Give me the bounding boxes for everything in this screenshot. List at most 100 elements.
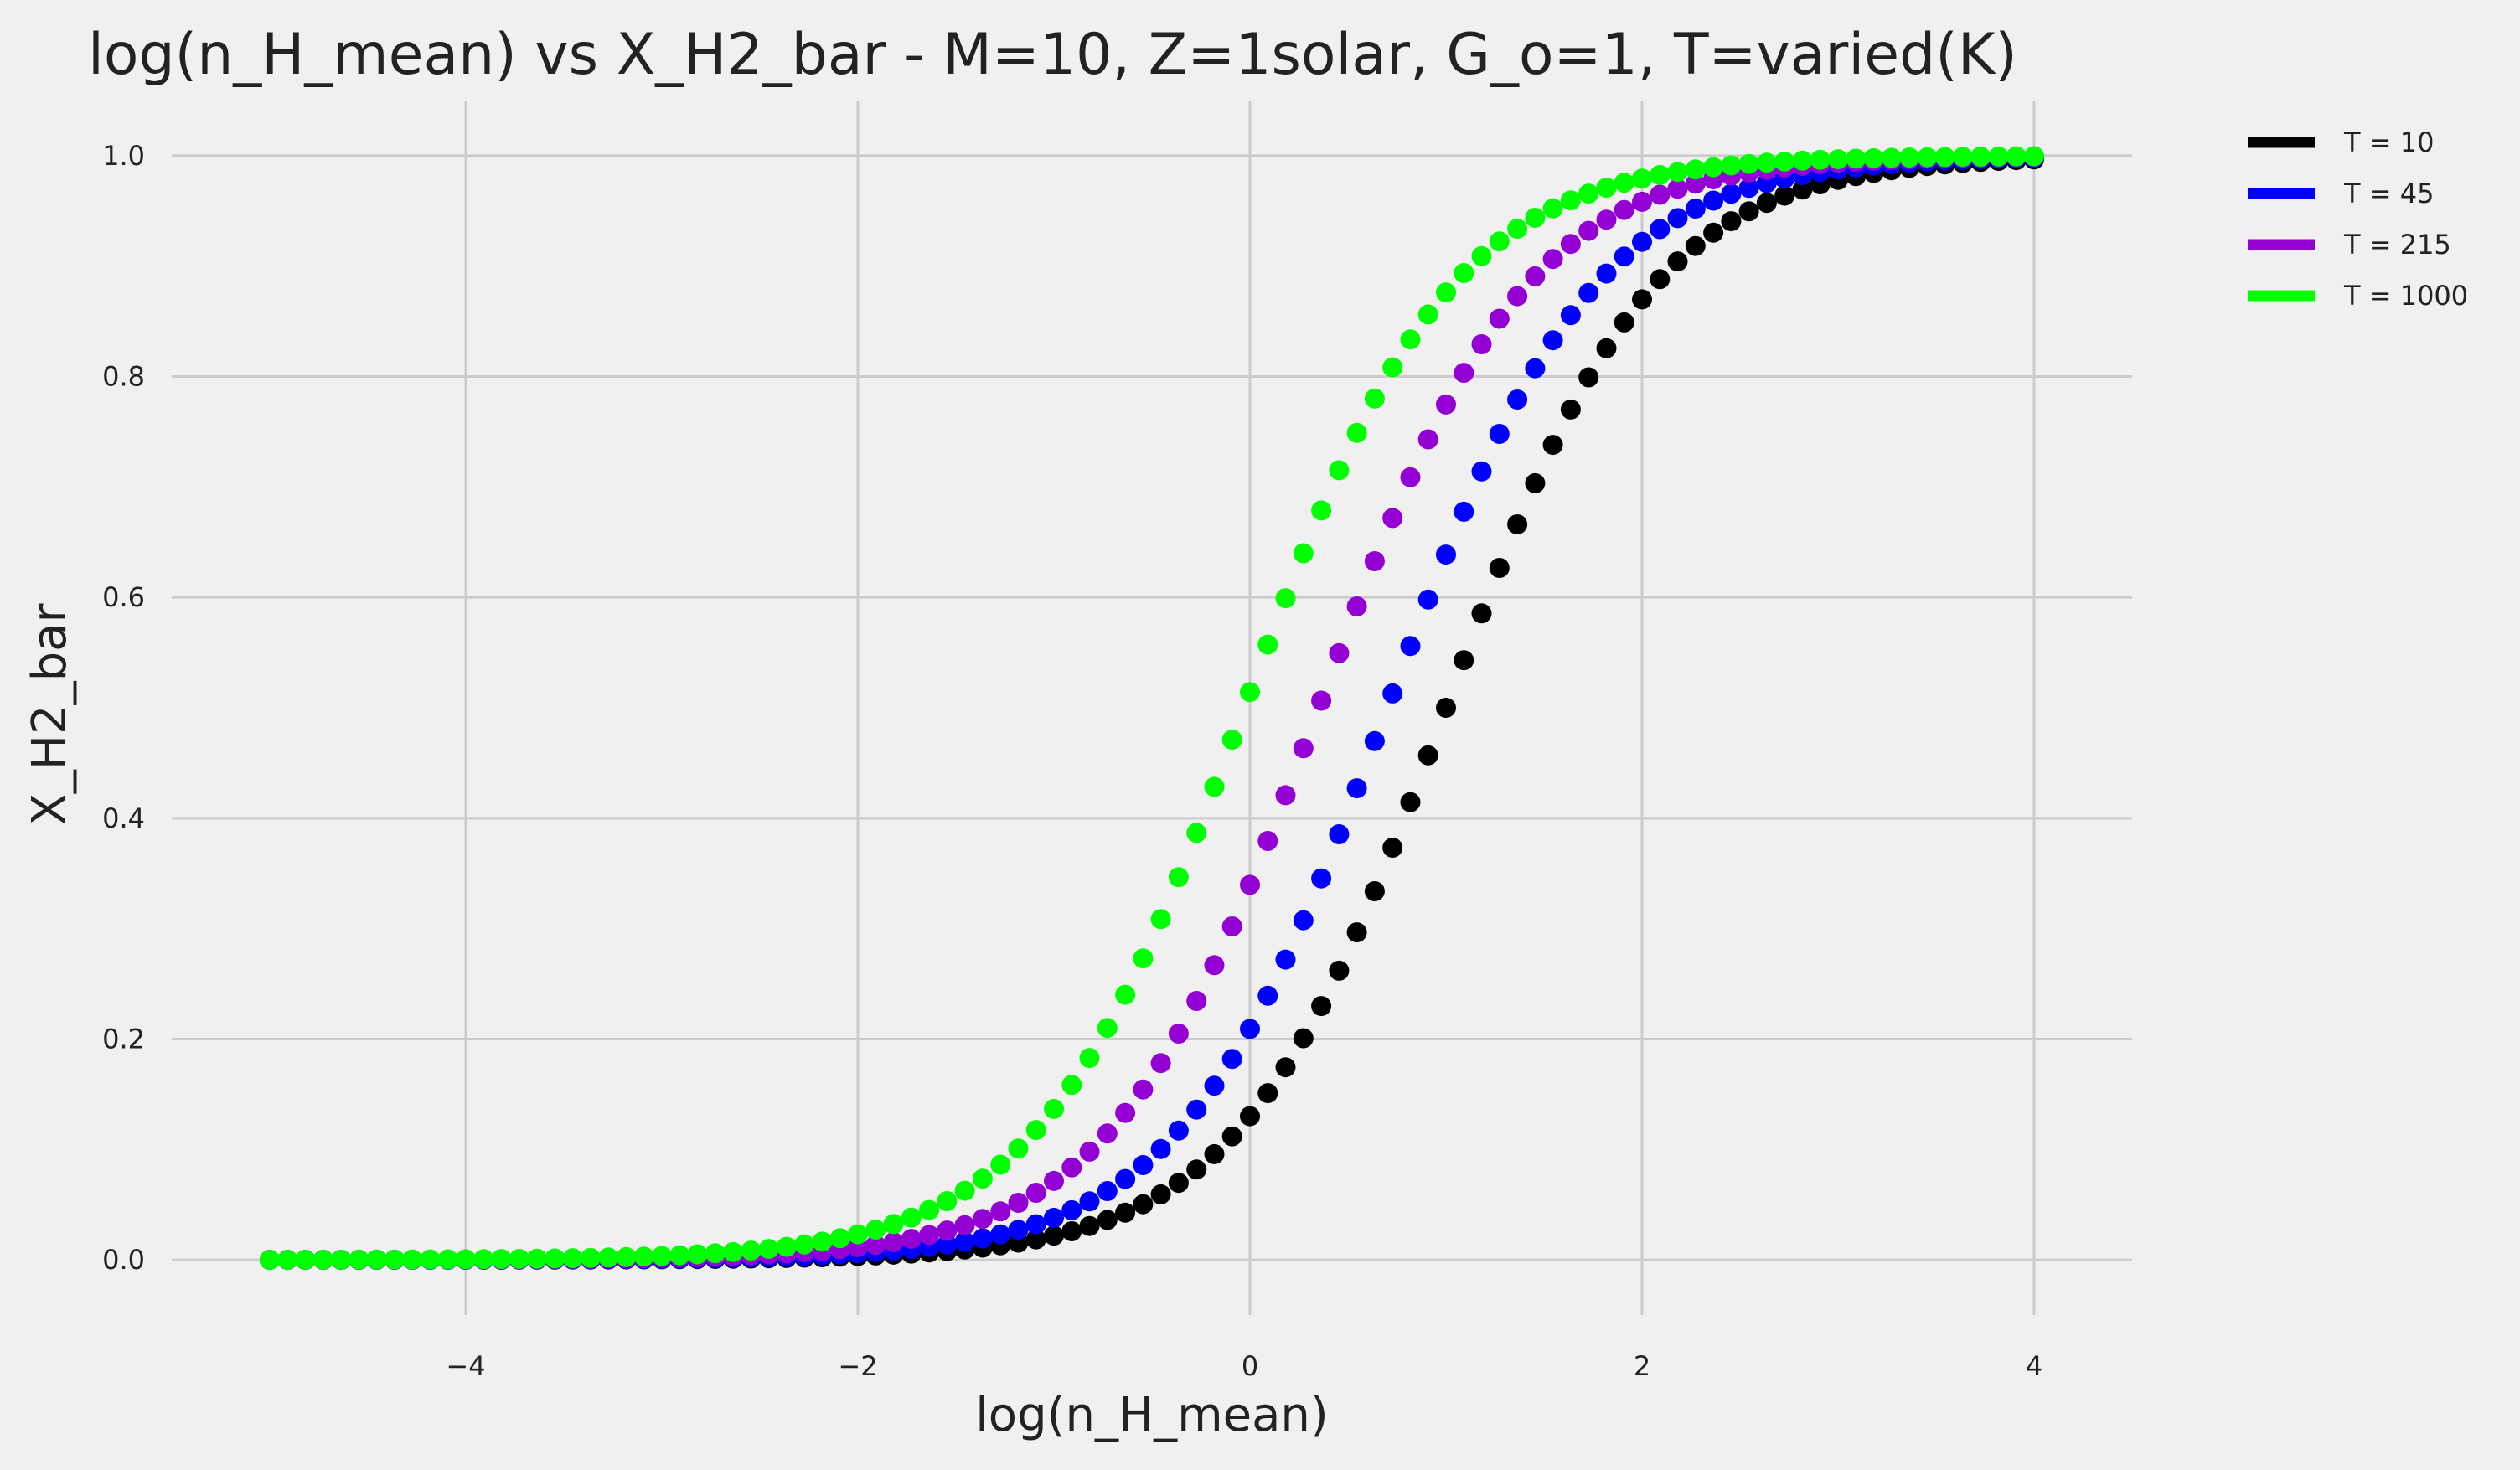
data-point — [1756, 152, 1777, 173]
tick-labels: −4 −2 0 2 4 0.0 0.2 0.4 0.6 0.8 1.0 — [102, 140, 2042, 1382]
data-point — [1204, 955, 1225, 976]
data-point — [1614, 173, 1634, 193]
data-point — [545, 1248, 565, 1269]
data-point — [1044, 1098, 1064, 1119]
data-point — [1614, 199, 1634, 220]
data-point — [829, 1228, 850, 1249]
data-point — [1774, 185, 1795, 206]
data-point — [901, 1207, 922, 1228]
legend-label: T = 215 — [2343, 229, 2451, 260]
data-point — [1489, 424, 1510, 444]
data-point — [1221, 1126, 1242, 1147]
data-point — [1685, 159, 1706, 180]
y-axis-label: X_H2_bar — [23, 603, 77, 826]
data-point — [1756, 193, 1777, 214]
x-tick-label: 4 — [2026, 1350, 2042, 1382]
data-point — [1168, 867, 1189, 888]
data-point — [1329, 642, 1350, 663]
data-point — [1025, 1183, 1046, 1203]
data-point — [1257, 634, 1278, 655]
data-point — [1703, 222, 1724, 243]
data-point — [865, 1235, 886, 1256]
data-point — [1311, 500, 1332, 521]
data-point — [1828, 149, 1848, 170]
data-point — [972, 1228, 993, 1249]
data-point — [277, 1250, 298, 1270]
data-point — [1596, 178, 1617, 199]
data-point — [1097, 1210, 1118, 1230]
data-point — [331, 1249, 352, 1270]
data-point — [1632, 168, 1652, 189]
data-point — [1400, 467, 1421, 487]
data-point — [1596, 263, 1617, 284]
data-point — [1115, 984, 1136, 1005]
data-point — [1454, 650, 1474, 671]
data-point — [1061, 1199, 1082, 1220]
data-point — [1293, 910, 1314, 931]
data-point — [1542, 330, 1563, 351]
data-point — [1952, 147, 1973, 168]
data-point — [1186, 991, 1207, 1011]
data-point — [1471, 334, 1492, 354]
data-point — [1471, 245, 1492, 266]
data-point — [1774, 151, 1795, 172]
legend-label: T = 10 — [2343, 126, 2434, 158]
data-point — [1168, 1024, 1189, 1044]
x-tick-label: −2 — [838, 1350, 877, 1382]
data-point — [1097, 1181, 1118, 1201]
data-point — [1418, 429, 1438, 450]
data-point — [1382, 508, 1403, 529]
data-point — [1489, 558, 1510, 578]
data-point — [1115, 1202, 1136, 1223]
data-point — [883, 1214, 904, 1235]
data-point — [1275, 588, 1296, 609]
data-point — [1275, 785, 1296, 806]
data-point — [1454, 501, 1474, 522]
data-point — [1934, 147, 1955, 168]
data-point — [1311, 996, 1332, 1017]
data-point — [527, 1248, 548, 1269]
data-point — [1275, 1057, 1296, 1078]
data-point — [1008, 1193, 1029, 1213]
data-point — [633, 1246, 654, 1267]
data-point — [1382, 683, 1403, 704]
data-point — [687, 1244, 708, 1265]
data-point — [1667, 178, 1688, 199]
data-point — [1025, 1214, 1046, 1235]
data-point — [1025, 1229, 1046, 1250]
data-point — [598, 1247, 619, 1268]
data-point — [1079, 1141, 1100, 1162]
data-point — [1454, 363, 1474, 384]
data-point — [1257, 985, 1278, 1006]
data-point — [1685, 235, 1706, 256]
data-point — [1204, 1143, 1225, 1164]
data-point — [1240, 874, 1260, 895]
data-point — [1471, 461, 1492, 482]
data-point — [1400, 636, 1421, 657]
data-point — [1542, 198, 1563, 219]
data-point — [901, 1229, 922, 1250]
data-point — [1418, 745, 1438, 766]
data-point — [509, 1248, 529, 1269]
data-point — [1703, 190, 1724, 211]
data-point — [990, 1201, 1011, 1222]
data-point — [1436, 394, 1456, 415]
legend-label: T = 1000 — [2343, 280, 2468, 312]
data-point — [1061, 1075, 1082, 1096]
data-point — [491, 1249, 512, 1270]
data-point — [1221, 730, 1242, 750]
data-point — [2024, 146, 2044, 167]
data-point — [883, 1232, 904, 1252]
data-point — [473, 1249, 494, 1270]
data-point — [1614, 246, 1634, 267]
data-point — [972, 1168, 993, 1189]
data-point — [1168, 1120, 1189, 1141]
data-point — [1044, 1207, 1064, 1228]
data-point — [1667, 251, 1688, 272]
data-point — [1988, 146, 2009, 167]
data-point — [1436, 698, 1456, 718]
data-point — [1542, 435, 1563, 456]
data-point — [1293, 738, 1314, 759]
data-point — [1204, 776, 1225, 797]
data-point — [1044, 1225, 1064, 1246]
